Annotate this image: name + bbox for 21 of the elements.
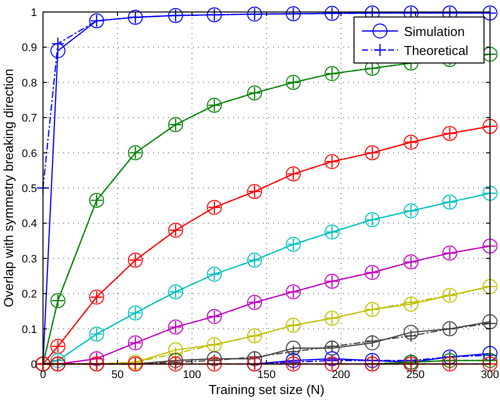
y-tick-label: 1 <box>30 7 37 19</box>
y-tick-label: 0.6 <box>22 148 37 160</box>
x-tick-label: 0 <box>40 369 46 381</box>
x-tick-label: 250 <box>406 369 425 381</box>
y-tick-label: 0.9 <box>22 42 37 54</box>
y-tick-label: 0.8 <box>22 77 37 90</box>
legend-label: Theoretical <box>404 43 468 58</box>
y-tick-label: 0.1 <box>22 324 37 336</box>
y-tick-label: 0.4 <box>22 218 37 230</box>
y-tick-label: 0.5 <box>22 183 37 195</box>
x-tick-label: 50 <box>111 369 124 381</box>
y-axis-title: Overlap with symmetry breaking direction <box>1 68 16 308</box>
x-axis-title: Training set size (N) <box>208 382 324 397</box>
x-tick-label: 200 <box>332 369 350 381</box>
y-tick-label: 0.7 <box>22 112 37 125</box>
y-tick-label: 0.2 <box>22 288 37 301</box>
x-tick-label: 150 <box>257 369 276 381</box>
y-tick-label: 0.3 <box>22 253 37 266</box>
x-tick-label: 300 <box>480 369 500 381</box>
x-tick-label: 100 <box>182 369 202 381</box>
legend-label: Simulation <box>404 24 465 39</box>
